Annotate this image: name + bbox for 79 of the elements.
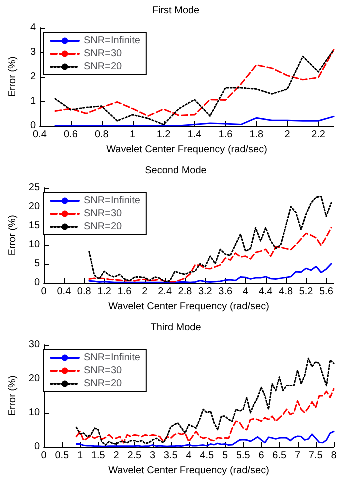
x-axis-title: Wavelet Center Frequency (rad/sec) [108, 465, 270, 476]
x-axis-title: Wavelet Center Frequency (rad/sec) [108, 301, 270, 312]
x-tick-label: 4 [186, 450, 192, 462]
x-tick-label: 8 [331, 450, 338, 462]
legend-label: SNR=Infinite [84, 36, 141, 46]
x-tick-label: 1 [130, 130, 136, 140]
y-tick-label: 4 [30, 22, 36, 34]
x-tick-label: 0 [41, 286, 48, 298]
x-tick-label: 1.6 [218, 130, 234, 140]
y-tick-label: 25 [28, 182, 40, 194]
x-tick-label: 2 [142, 286, 148, 298]
y-tick-label: 10 [28, 408, 40, 418]
line-series [76, 388, 335, 444]
y-tick-label: 5 [34, 258, 40, 270]
y-tick-label: 30 [28, 340, 40, 350]
x-tick-label: 0.8 [94, 130, 110, 140]
x-tick-label: 1 [77, 450, 84, 462]
x-tick-label: 1.2 [98, 286, 112, 298]
x-tick-label: 5.5 [236, 450, 251, 462]
chart-title: First Mode [152, 6, 200, 16]
y-tick-label: 10 [28, 240, 40, 250]
y-axis-title: Error (%) [8, 215, 18, 256]
x-tick-label: 4 [242, 286, 249, 298]
y-axis-title: Error (%) [8, 376, 18, 416]
y-tick-label: 15 [28, 220, 40, 232]
y-tick-label: 0 [30, 120, 36, 132]
legend-label: SNR=20 [84, 62, 123, 72]
y-tick-label: 0 [34, 278, 40, 288]
x-tick-label: 7 [294, 450, 301, 462]
x-tick-label: 2 [284, 130, 291, 140]
y-tick-label: 2 [30, 72, 36, 82]
y-tick-label: 0 [34, 442, 40, 452]
legend-label: SNR=30 [84, 208, 123, 220]
x-tick-label: 1.6 [118, 286, 132, 298]
x-tick-label: 1.8 [250, 130, 264, 140]
x-tick-label: 3.6 [218, 286, 233, 298]
x-tick-label: 4.4 [258, 286, 274, 298]
y-tick-label: 1 [30, 96, 36, 107]
x-tick-label: 5 [222, 450, 228, 462]
x-tick-label: 2.8 [178, 286, 193, 298]
legend-label: SNR=Infinite [84, 196, 141, 206]
x-tick-label: 4.5 [200, 450, 215, 462]
line-series [88, 263, 332, 284]
chart-title: Second Mode [145, 166, 208, 176]
y-tick-label: 20 [28, 374, 40, 384]
x-axis-title: Wavelet Center Frequency (rad/sec) [106, 144, 268, 156]
x-tick-label: 4.8 [279, 286, 294, 298]
x-tick-label: 6 [258, 450, 265, 462]
legend-label: SNR=30 [84, 366, 123, 376]
x-tick-label: 0 [41, 450, 48, 462]
chart-title: Third Mode [150, 322, 202, 334]
legend-label: SNR=20 [84, 222, 123, 232]
x-tick-label: 6.5 [272, 450, 288, 462]
x-tick-label: 5.6 [319, 286, 334, 298]
x-tick-label: 1.2 [156, 130, 172, 140]
legend-label: SNR=Infinite [84, 352, 141, 364]
line-series [54, 116, 335, 127]
x-tick-label: 3.2 [198, 286, 213, 298]
y-tick-label: 20 [28, 202, 40, 212]
x-tick-label: 1.4 [188, 130, 202, 140]
x-tick-label: 1.5 [91, 450, 106, 462]
y-tick-label: 3 [30, 47, 36, 58]
x-tick-label: 3.5 [164, 450, 178, 462]
y-axis-title: Error (%) [8, 56, 18, 98]
x-tick-label: 0.5 [55, 450, 70, 462]
x-tick-label: 0.4 [57, 286, 72, 298]
x-tick-label: 2.4 [158, 286, 172, 298]
x-tick-label: 0.8 [77, 286, 92, 298]
line-series [76, 430, 335, 448]
x-tick-label: 7.5 [308, 450, 324, 462]
legend-label: SNR=20 [84, 378, 123, 390]
x-tick-label: 2.5 [128, 450, 142, 462]
x-tick-label: 0.6 [64, 130, 78, 140]
legend-label: SNR=30 [84, 48, 123, 60]
x-tick-label: 2.2 [312, 130, 326, 140]
x-tick-label: 5.2 [299, 286, 314, 298]
x-tick-label: 0.4 [33, 130, 48, 140]
x-tick-label: 3 [150, 450, 156, 462]
x-tick-label: 2 [114, 450, 120, 462]
